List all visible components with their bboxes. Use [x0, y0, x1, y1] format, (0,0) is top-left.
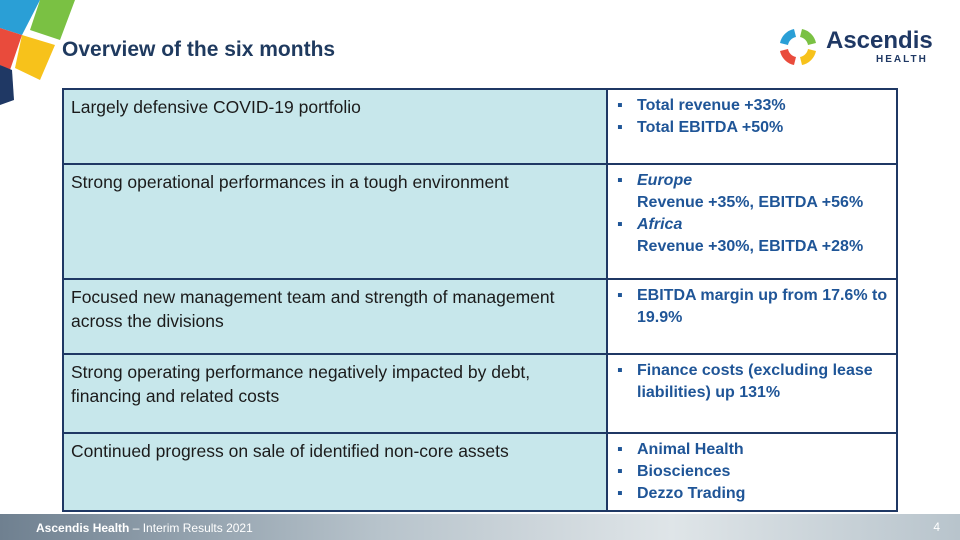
bullet-item: EBITDA margin up from 17.6% to 19.9%	[617, 285, 889, 329]
row-details: EBITDA margin up from 17.6% to 19.9%	[606, 278, 898, 355]
bullet-item: Dezzo Trading	[617, 483, 889, 505]
bullet-list: Total revenue +33%Total EBITDA +50%	[615, 95, 889, 139]
region-detail: Revenue +30%, EBITDA +28%	[637, 238, 864, 255]
bullet-list: Animal HealthBiosciencesDezzo Trading	[615, 439, 889, 505]
row-heading: Focused new management team and strength…	[62, 278, 608, 355]
footer-report: – Interim Results 2021	[132, 521, 253, 535]
bullet-list: Finance costs (excluding lease liabiliti…	[615, 360, 889, 404]
bullet-item: Africa Revenue +30%, EBITDA +28%	[617, 214, 889, 258]
summary-table: Largely defensive COVID-19 portfolioTota…	[62, 88, 898, 512]
logo: Ascendis HEALTH	[780, 27, 933, 65]
row-heading: Strong operating performance negatively …	[62, 353, 608, 434]
row-details: Finance costs (excluding lease liabiliti…	[606, 353, 898, 434]
bullet-list: EBITDA margin up from 17.6% to 19.9%	[615, 285, 889, 329]
bullet-list: Europe Revenue +35%, EBITDA +56% Africa Rev…	[615, 170, 889, 258]
row-heading: Largely defensive COVID-19 portfolio	[62, 88, 608, 165]
bullet-item: Europe Revenue +35%, EBITDA +56%	[617, 170, 889, 214]
corner-decoration	[0, 0, 75, 105]
footer-text: Ascendis Health – Interim Results 2021	[36, 521, 253, 535]
region-label: Africa	[637, 216, 683, 233]
bullet-item: Biosciences	[617, 461, 889, 483]
page-number: 4	[933, 520, 940, 534]
slide-title: Overview of the six months	[62, 38, 336, 61]
table-row: Largely defensive COVID-19 portfolioTota…	[62, 88, 898, 165]
region-label: Europe	[637, 172, 693, 189]
table-row: Continued progress on sale of identified…	[62, 432, 898, 512]
row-heading: Continued progress on sale of identified…	[62, 432, 608, 512]
logo-tagline: HEALTH	[876, 54, 928, 65]
footer-company: Ascendis Health	[36, 521, 130, 535]
bullet-item: Finance costs (excluding lease liabiliti…	[617, 360, 889, 404]
bullet-item: Total EBITDA +50%	[617, 117, 889, 139]
footer: Ascendis Health – Interim Results 2021 4	[0, 514, 960, 540]
row-details: Animal HealthBiosciencesDezzo Trading	[606, 432, 898, 512]
table-row: Strong operating performance negatively …	[62, 353, 898, 434]
row-details: Total revenue +33%Total EBITDA +50%	[606, 88, 898, 165]
table-row: Strong operational performances in a tou…	[62, 163, 898, 280]
row-details: Europe Revenue +35%, EBITDA +56% Africa Rev…	[606, 163, 898, 280]
logo-name: Ascendis	[826, 27, 933, 54]
region-detail: Revenue +35%, EBITDA +56%	[637, 194, 864, 211]
table-row: Focused new management team and strength…	[62, 278, 898, 355]
bullet-item: Total revenue +33%	[617, 95, 889, 117]
bullet-item: Animal Health	[617, 439, 889, 461]
row-heading: Strong operational performances in a tou…	[62, 163, 608, 280]
